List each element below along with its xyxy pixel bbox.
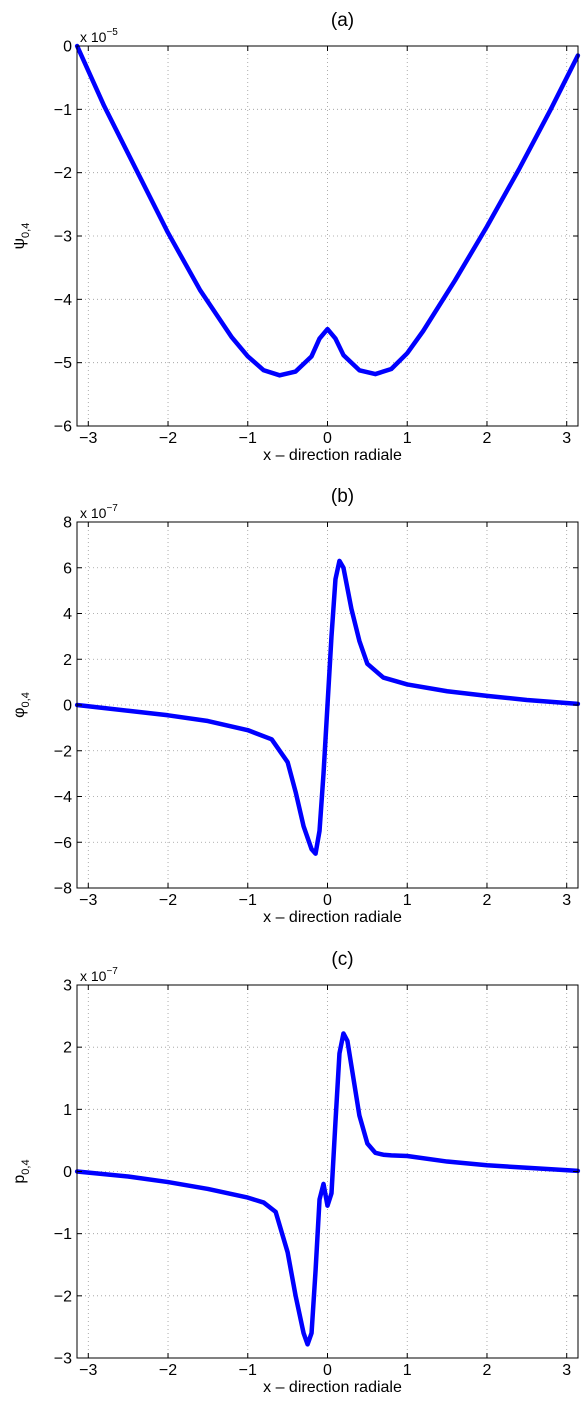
y-axis-label-base: φ [11, 707, 28, 717]
x-axis-label: x – direction radiale [263, 1379, 402, 1396]
x-tick-label: −1 [239, 892, 257, 909]
chart-title: (c) [331, 949, 353, 970]
axis-multiplier: x 10−7 [80, 503, 118, 521]
y-tick-label: 8 [63, 515, 72, 532]
x-tick-label: 3 [562, 430, 571, 447]
y-tick-label: 1 [63, 1102, 72, 1119]
axis-multiplier-base: x 10 [80, 505, 107, 521]
y-axis-label-base: p [11, 1175, 28, 1184]
x-tick-label: −3 [79, 1362, 97, 1379]
x-tick-label: −1 [239, 430, 257, 447]
y-tick-label: −2 [54, 165, 72, 182]
y-tick-label: −1 [54, 102, 72, 119]
y-tick-label: −1 [54, 1226, 72, 1243]
series-line [74, 43, 581, 378]
x-tick-label: 1 [403, 1362, 412, 1379]
panel-a: −3 −2 −1 0 1 2 3 −6 −5 −4 −3 −2 −1 0 (a) x – direction … [11, 10, 581, 464]
chart-title: (a) [331, 10, 354, 31]
y-axis-label-subscript: 0,4 [20, 223, 32, 238]
chart-title: (b) [331, 486, 354, 507]
y-tick-label: 2 [63, 652, 72, 669]
y-tick-label: 2 [63, 1040, 72, 1057]
series-line [74, 558, 581, 856]
axes-box [76, 984, 579, 1359]
y-tick-label: 0 [63, 39, 72, 56]
y-axis-label-subscript: 0,4 [20, 692, 32, 707]
x-tick-label: 3 [562, 1362, 571, 1379]
x-tick-label: 2 [483, 892, 492, 909]
x-tick-label: 1 [403, 430, 412, 447]
grid [77, 521, 578, 889]
y-tick-label: −6 [54, 419, 72, 436]
x-tick-label: 0 [323, 1362, 332, 1379]
x-tick-label: −1 [239, 1362, 257, 1379]
y-tick-label: 0 [63, 698, 72, 715]
y-axis-label-base: ψ [11, 238, 28, 249]
panel-c: −3 −2 −1 0 1 2 3 −3 −2 −1 0 1 2 3 (c) x – direction rad… [11, 949, 581, 1396]
axis-multiplier-base: x 10 [80, 968, 107, 984]
y-tick-label: 4 [63, 606, 72, 623]
y-axis-label: p0,4 [11, 1159, 32, 1183]
x-tick-label: 1 [403, 892, 412, 909]
series-line [74, 1031, 581, 1347]
y-tick-label: 6 [63, 560, 72, 577]
y-axis-label: ψ0,4 [11, 223, 32, 250]
axis-multiplier-exponent: −7 [106, 503, 118, 514]
y-tick-label: −4 [54, 789, 72, 806]
axis-multiplier-exponent: −5 [106, 27, 118, 38]
x-tick-label: 2 [483, 1362, 492, 1379]
y-tick-label: 0 [63, 1164, 72, 1181]
axis-multiplier: x 10−7 [80, 966, 118, 984]
x-tick-label: 0 [323, 430, 332, 447]
y-axis-label-subscript: 0,4 [20, 1159, 32, 1174]
y-tick-label: −3 [54, 229, 72, 246]
axis-multiplier-exponent: −7 [106, 966, 118, 977]
x-tick-label: 2 [483, 430, 492, 447]
y-axis-label: φ0,4 [11, 692, 32, 718]
y-tick-label: −6 [54, 835, 72, 852]
y-tick-label: −4 [54, 292, 72, 309]
grid [77, 45, 578, 427]
x-tick-label: −2 [159, 430, 177, 447]
y-tick-label: −8 [54, 881, 72, 898]
x-tick-label: −2 [159, 1362, 177, 1379]
x-axis-label: x – direction radiale [263, 447, 402, 464]
x-tick-label: 3 [562, 892, 571, 909]
y-tick-label: −3 [54, 1351, 72, 1368]
y-tick-label: 3 [63, 978, 72, 995]
y-tick-label: −5 [54, 355, 72, 372]
axis-multiplier: x 10−5 [80, 27, 118, 45]
y-tick-label: −2 [54, 743, 72, 760]
grid [77, 984, 578, 1359]
panel-b: −3 −2 −1 0 1 2 3 −8 −6 −4 −2 0 2 4 6 8 (b) x – direction … [11, 486, 581, 926]
y-tick-label: −2 [54, 1288, 72, 1305]
x-tick-label: −3 [79, 430, 97, 447]
axis-multiplier-base: x 10 [80, 29, 107, 45]
x-tick-label: −2 [159, 892, 177, 909]
x-tick-label: 0 [323, 892, 332, 909]
x-tick-label: −3 [79, 892, 97, 909]
x-axis-label: x – direction radiale [263, 909, 402, 926]
